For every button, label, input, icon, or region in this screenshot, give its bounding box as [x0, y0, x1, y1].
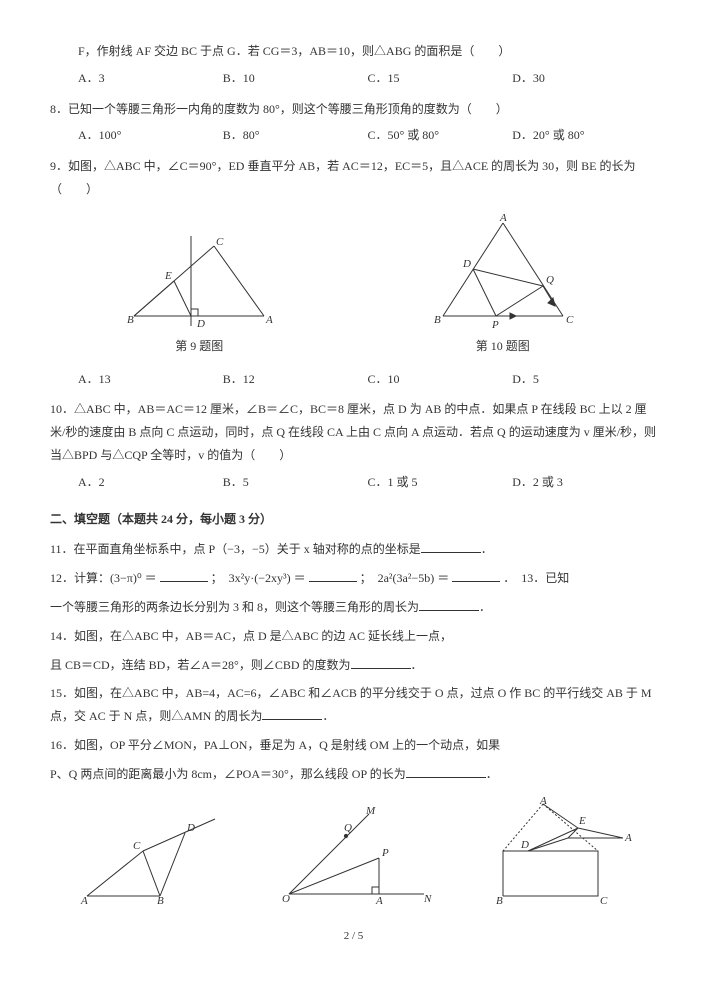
- q12-blank-2: [309, 569, 357, 582]
- svg-text:B: B: [157, 895, 164, 906]
- q10-choice-d: D．2 或 3: [512, 471, 657, 494]
- svg-text:D: D: [462, 258, 471, 270]
- q7-choices: A．3 B．10 C．15 D．30: [78, 67, 657, 90]
- section-2-title: 二、填空题（本题共 24 分，每小题 3 分）: [50, 508, 657, 531]
- q14b-end: ．: [411, 658, 423, 672]
- q12-c: ； 2a²(3a²−5b) ＝: [360, 571, 453, 585]
- q11-end: ．: [481, 542, 493, 556]
- svg-text:Q: Q: [546, 274, 554, 286]
- svg-text:Q: Q: [344, 822, 352, 834]
- q9-choice-a: A．13: [78, 368, 223, 391]
- q13: 一个等腰三角形的两条边长分别为 3 和 8，则这个等腰三角形的周长为 ．: [50, 596, 657, 619]
- q11-blank: [421, 540, 481, 553]
- q12-a: 12．计算：(3−π)⁰ ＝: [50, 571, 160, 585]
- q13-end: ．: [479, 600, 491, 614]
- svg-text:O: O: [282, 893, 290, 905]
- q9-choices: A．13 B．12 C．10 D．5: [78, 368, 657, 391]
- bottom-figure-row: A B C D M Q P O A N: [50, 796, 657, 906]
- svg-text:B: B: [496, 895, 503, 906]
- svg-text:C: C: [133, 840, 141, 852]
- svg-text:A: A: [80, 895, 88, 906]
- q16-text: 16．如图，OP 平分∠MON，PA⊥ON，垂足为 A，Q 是射线 OM 上的一…: [50, 734, 657, 757]
- svg-text:N: N: [423, 893, 432, 905]
- svg-text:D: D: [520, 839, 529, 851]
- svg-text:D: D: [186, 822, 195, 834]
- q8-text: 8．已知一个等腰三角形一内角的度数为 80°，则这个等腰三角形顶角的度数为（ ）: [50, 98, 657, 121]
- q12-d: ． 13．已知: [503, 571, 569, 585]
- svg-text:E: E: [578, 815, 586, 827]
- svg-text:A: A: [539, 796, 547, 807]
- figure-9-caption: 第 9 题图: [119, 335, 279, 358]
- svg-text:A: A: [499, 212, 507, 224]
- q14-text: 14．如图，在△ABC 中，AB＝AC，点 D 是△ABC 的边 AC 延长线上…: [50, 625, 657, 648]
- q14b: 且 CB＝CD，连结 BD，若∠A＝28°，则∠CBD 的度数为 ．: [50, 654, 657, 677]
- q10-text: 10．△ABC 中，AB＝AC＝12 厘米，∠B＝∠C，BC＝8 厘米，点 D …: [50, 398, 657, 466]
- q15-blank: [262, 707, 322, 720]
- q8-choice-c: C．50° 或 80°: [368, 124, 513, 147]
- q12-q13: 12．计算：(3−π)⁰ ＝ ； 3x²y·(−2xy³) ＝ ； 2a²(3a…: [50, 567, 657, 590]
- q8-choice-a: A．100°: [78, 124, 223, 147]
- q11-text: 11．在平面直角坐标系中，点 P（−3，−5）关于 x 轴对称的点的坐标是: [50, 542, 421, 556]
- figure-16: M Q P O A N: [274, 806, 434, 906]
- q10-choice-a: A．2: [78, 471, 223, 494]
- q9-choice-c: C．10: [368, 368, 513, 391]
- q7-choice-c: C．15: [368, 67, 513, 90]
- q16b-text: P、Q 两点间的距离最小为 8cm，∠POA＝30°，那么线段 OP 的长为: [50, 767, 406, 781]
- svg-text:M: M: [365, 806, 376, 817]
- figure-17: A A′ E D B C: [483, 796, 633, 906]
- svg-text:A: A: [375, 895, 383, 906]
- q9-text: 9．如图，△ABC 中，∠C＝90°，ED 垂直平分 AB，若 AC＝12，EC…: [50, 155, 657, 201]
- figure-row-9-10: C E B D A 第 9 题图: [50, 211, 657, 358]
- q10-choices: A．2 B．5 C．1 或 5 D．2 或 3: [78, 471, 657, 494]
- q14b-text: 且 CB＝CD，连结 BD，若∠A＝28°，则∠CBD 的度数为: [50, 658, 351, 672]
- svg-text:B: B: [434, 314, 441, 326]
- figure-10-caption: 第 10 题图: [418, 335, 588, 358]
- q14-blank: [351, 656, 411, 669]
- figure-10: A D Q B P C 第 10 题图: [418, 211, 588, 358]
- svg-text:D: D: [196, 318, 205, 330]
- q7-tail: F，作射线 AF 交边 BC 于点 G．若 CG＝3，AB＝10，则△ABG 的…: [78, 40, 657, 63]
- svg-text:C: C: [566, 314, 574, 326]
- q15: 15．如图，在△ABC 中，AB=4，AC=6，∠ABC 和∠ACB 的平分线交…: [50, 682, 657, 728]
- q10-choice-b: B．5: [223, 471, 368, 494]
- q16-blank: [406, 765, 486, 778]
- q13-text: 一个等腰三角形的两条边长分别为 3 和 8，则这个等腰三角形的周长为: [50, 600, 419, 614]
- svg-text:C: C: [600, 895, 608, 906]
- q11: 11．在平面直角坐标系中，点 P（−3，−5）关于 x 轴对称的点的坐标是 ．: [50, 538, 657, 561]
- svg-text:C: C: [216, 236, 224, 248]
- svg-text:P: P: [491, 319, 499, 331]
- q8-choice-d: D．20° 或 80°: [512, 124, 657, 147]
- svg-text:A: A: [265, 314, 273, 326]
- svg-text:E: E: [164, 270, 172, 282]
- q7-choice-a: A．3: [78, 67, 223, 90]
- q8-choices: A．100° B．80° C．50° 或 80° D．20° 或 80°: [78, 124, 657, 147]
- figure-14: A B C D: [75, 811, 225, 906]
- q9-choice-d: D．5: [512, 368, 657, 391]
- svg-text:B: B: [127, 314, 134, 326]
- q12-b: ； 3x²y·(−2xy³) ＝: [211, 571, 309, 585]
- q7-choice-b: B．10: [223, 67, 368, 90]
- page-footer: 2 / 5: [50, 926, 657, 947]
- figure-9: C E B D A 第 9 题图: [119, 231, 279, 358]
- q12-blank-1: [160, 569, 208, 582]
- svg-text:A′: A′: [624, 832, 633, 844]
- q16b-end: ．: [486, 767, 498, 781]
- q15-text: 15．如图，在△ABC 中，AB=4，AC=6，∠ABC 和∠ACB 的平分线交…: [50, 686, 652, 723]
- q16b: P、Q 两点间的距离最小为 8cm，∠POA＝30°，那么线段 OP 的长为 ．: [50, 763, 657, 786]
- svg-text:P: P: [381, 847, 389, 859]
- q9-choice-b: B．12: [223, 368, 368, 391]
- q8-choice-b: B．80°: [223, 124, 368, 147]
- q12-blank-3: [452, 569, 500, 582]
- q10-choice-c: C．1 或 5: [368, 471, 513, 494]
- q7-choice-d: D．30: [512, 67, 657, 90]
- q15-end: ．: [322, 709, 334, 723]
- q13-blank: [419, 598, 479, 611]
